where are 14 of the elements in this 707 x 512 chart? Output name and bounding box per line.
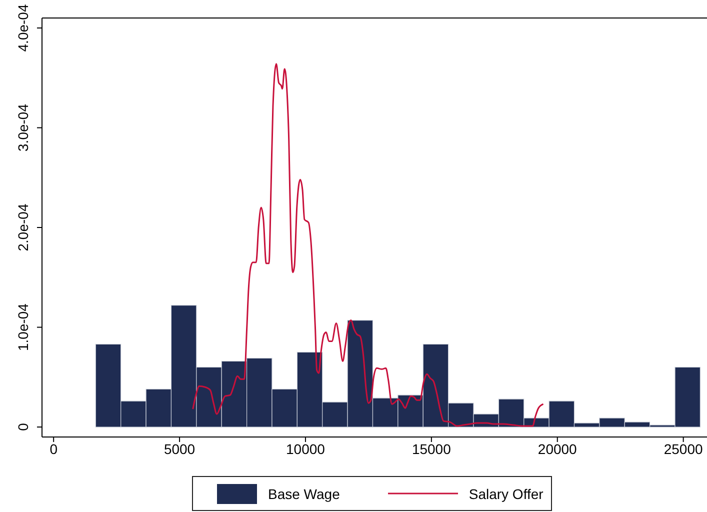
x-tick-label: 5000: [164, 440, 196, 457]
x-tick-label: 25000: [664, 440, 703, 457]
x-tick-label: 0: [50, 440, 58, 457]
x-tick-label: 10000: [286, 440, 326, 457]
legend-label: Base Wage: [268, 486, 340, 502]
y-tick-label: 1.0e-04: [15, 303, 31, 352]
y-tick-label: 2.0e-04: [15, 204, 31, 252]
y-tick-label: 3.0e-04: [15, 104, 31, 152]
y-tick-label: 4.0e-04: [15, 4, 31, 52]
legend-label: Salary Offer: [468, 486, 544, 502]
x-tick-label: 20000: [538, 440, 578, 457]
y-tick-label: 0: [15, 422, 31, 431]
x-tick-label: 15000: [412, 440, 452, 457]
line-series: [192, 63, 544, 427]
